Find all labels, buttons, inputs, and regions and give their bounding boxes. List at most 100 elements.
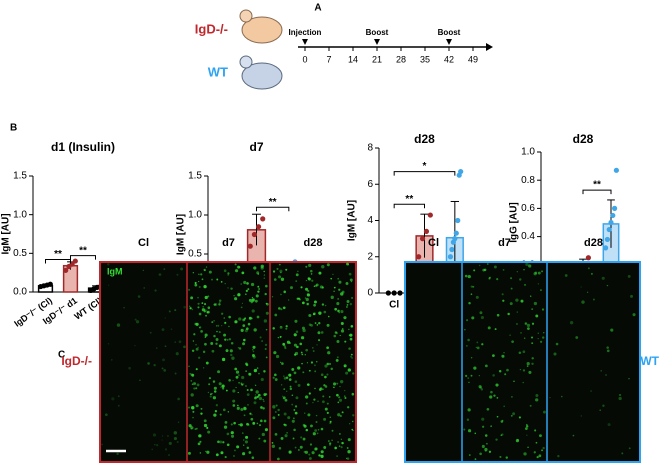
fluorescence-spot	[543, 410, 546, 414]
fluorescence-spot	[316, 361, 318, 363]
fluorescence-spot	[505, 456, 508, 459]
fluorescence-spot	[496, 277, 499, 281]
column-label: d28	[584, 237, 603, 249]
fluorescence-spot	[293, 371, 297, 375]
fluorescence-spot	[243, 280, 247, 285]
column-label: Cl	[428, 237, 439, 249]
fluorescence-spot	[318, 454, 321, 457]
fluorescence-spot	[195, 387, 198, 390]
data-point	[47, 281, 53, 287]
fluorescence-spot	[575, 336, 579, 339]
fluorescence-spot	[203, 423, 208, 428]
fluorescence-spot	[308, 323, 312, 326]
fluorescence-spot	[203, 419, 207, 423]
fluorescence-spot	[587, 267, 590, 270]
fluorescence-spot	[175, 352, 179, 356]
fluorescence-spot	[272, 270, 276, 273]
fluorescence-spot	[524, 283, 527, 286]
fluorescence-spot	[329, 363, 331, 365]
fluorescence-spot	[205, 314, 208, 317]
fluorescence-spot	[312, 350, 315, 353]
fluorescence-spot	[234, 449, 236, 452]
fluorescence-spot	[590, 390, 593, 393]
fluorescence-spot	[302, 437, 306, 441]
fluorescence-spot	[253, 328, 257, 332]
fluorescence-spot	[230, 423, 233, 426]
fluorescence-spot	[116, 323, 121, 327]
fluorescence-spot	[193, 387, 196, 390]
fluorescence-spot	[164, 317, 166, 319]
fluorescence-spot	[263, 277, 266, 280]
fluorescence-spot	[276, 267, 279, 270]
fluorescence-spot	[316, 432, 319, 435]
fluorescence-spot	[212, 396, 217, 400]
fluorescence-spot	[496, 313, 500, 317]
fluorescence-spot	[535, 398, 539, 402]
chart-title: d7	[249, 140, 263, 154]
fluorescence-spot	[486, 407, 490, 411]
fluorescence-spot	[541, 308, 545, 311]
fluorescence-spot	[484, 434, 488, 437]
fluorescence-spot	[523, 268, 525, 271]
fluorescence-spot	[189, 307, 192, 310]
fluorescence-spot	[531, 342, 534, 345]
fluorescence-spot	[295, 280, 297, 282]
fluorescence-spot	[295, 330, 299, 333]
fluorescence-spot	[260, 377, 264, 382]
fluorescence-spot	[283, 290, 286, 294]
fluorescence-spot	[526, 365, 529, 367]
fluorescence-spot	[312, 312, 316, 316]
fluorescence-spot	[272, 376, 275, 379]
fluorescence-spot	[297, 384, 301, 387]
fluorescence-spot	[256, 367, 259, 369]
fluorescence-spot	[311, 451, 315, 455]
fluorescence-spot	[347, 450, 351, 454]
fluorescence-spot	[336, 393, 339, 397]
fluorescence-spot	[490, 425, 492, 427]
fluorescence-spot	[237, 391, 239, 394]
fluorescence-spot	[217, 324, 220, 327]
timeline-tick-label: 0	[302, 54, 307, 64]
fluorescence-spot	[247, 404, 249, 406]
fluorescence-spot	[560, 395, 563, 398]
fluorescence-spot	[272, 327, 275, 330]
fluorescence-spot	[230, 353, 233, 357]
fluorescence-spot	[549, 396, 551, 399]
fluorescence-spot	[343, 365, 346, 368]
fluorescence-spot	[227, 287, 229, 289]
timeline-tick-label: 7	[326, 54, 331, 64]
timeline-tick-label: 28	[396, 54, 406, 64]
fluorescence-spot	[215, 342, 218, 345]
fluorescence-spot	[218, 344, 222, 348]
fluorescence-spot	[338, 432, 341, 435]
data-point	[255, 224, 262, 230]
data-point	[247, 243, 253, 249]
fluorescence-spot	[542, 446, 545, 450]
fluorescence-spot	[243, 407, 247, 411]
fluorescence-spot	[234, 269, 239, 273]
fluorescence-spot	[347, 438, 351, 442]
fluorescence-spot	[237, 293, 241, 297]
event-label: Boost	[438, 28, 461, 37]
fluorescence-spot	[227, 272, 230, 275]
fluorescence-spot	[254, 384, 257, 387]
fluorescence-spot	[302, 328, 306, 333]
y-tick-label: 4	[367, 215, 373, 226]
fluorescence-spot	[320, 373, 324, 377]
fluorescence-spot	[238, 423, 240, 426]
fluorescence-spot	[137, 295, 141, 298]
fluorescence-spot	[265, 356, 268, 359]
fluorescence-spot	[310, 269, 313, 273]
fluorescence-spot	[228, 315, 231, 319]
fluorescence-spot	[198, 273, 200, 275]
significance-label: *	[423, 161, 427, 172]
fluorescence-spot	[621, 452, 624, 455]
fluorescence-spot	[533, 272, 537, 276]
fluorescence-spot	[244, 440, 248, 444]
fluorescence-spot	[572, 434, 575, 437]
fluorescence-spot	[314, 429, 318, 432]
fluorescence-spot	[314, 322, 317, 324]
fluorescence-spot	[195, 344, 197, 346]
significance-bracket	[45, 259, 71, 264]
data-point	[453, 230, 459, 236]
